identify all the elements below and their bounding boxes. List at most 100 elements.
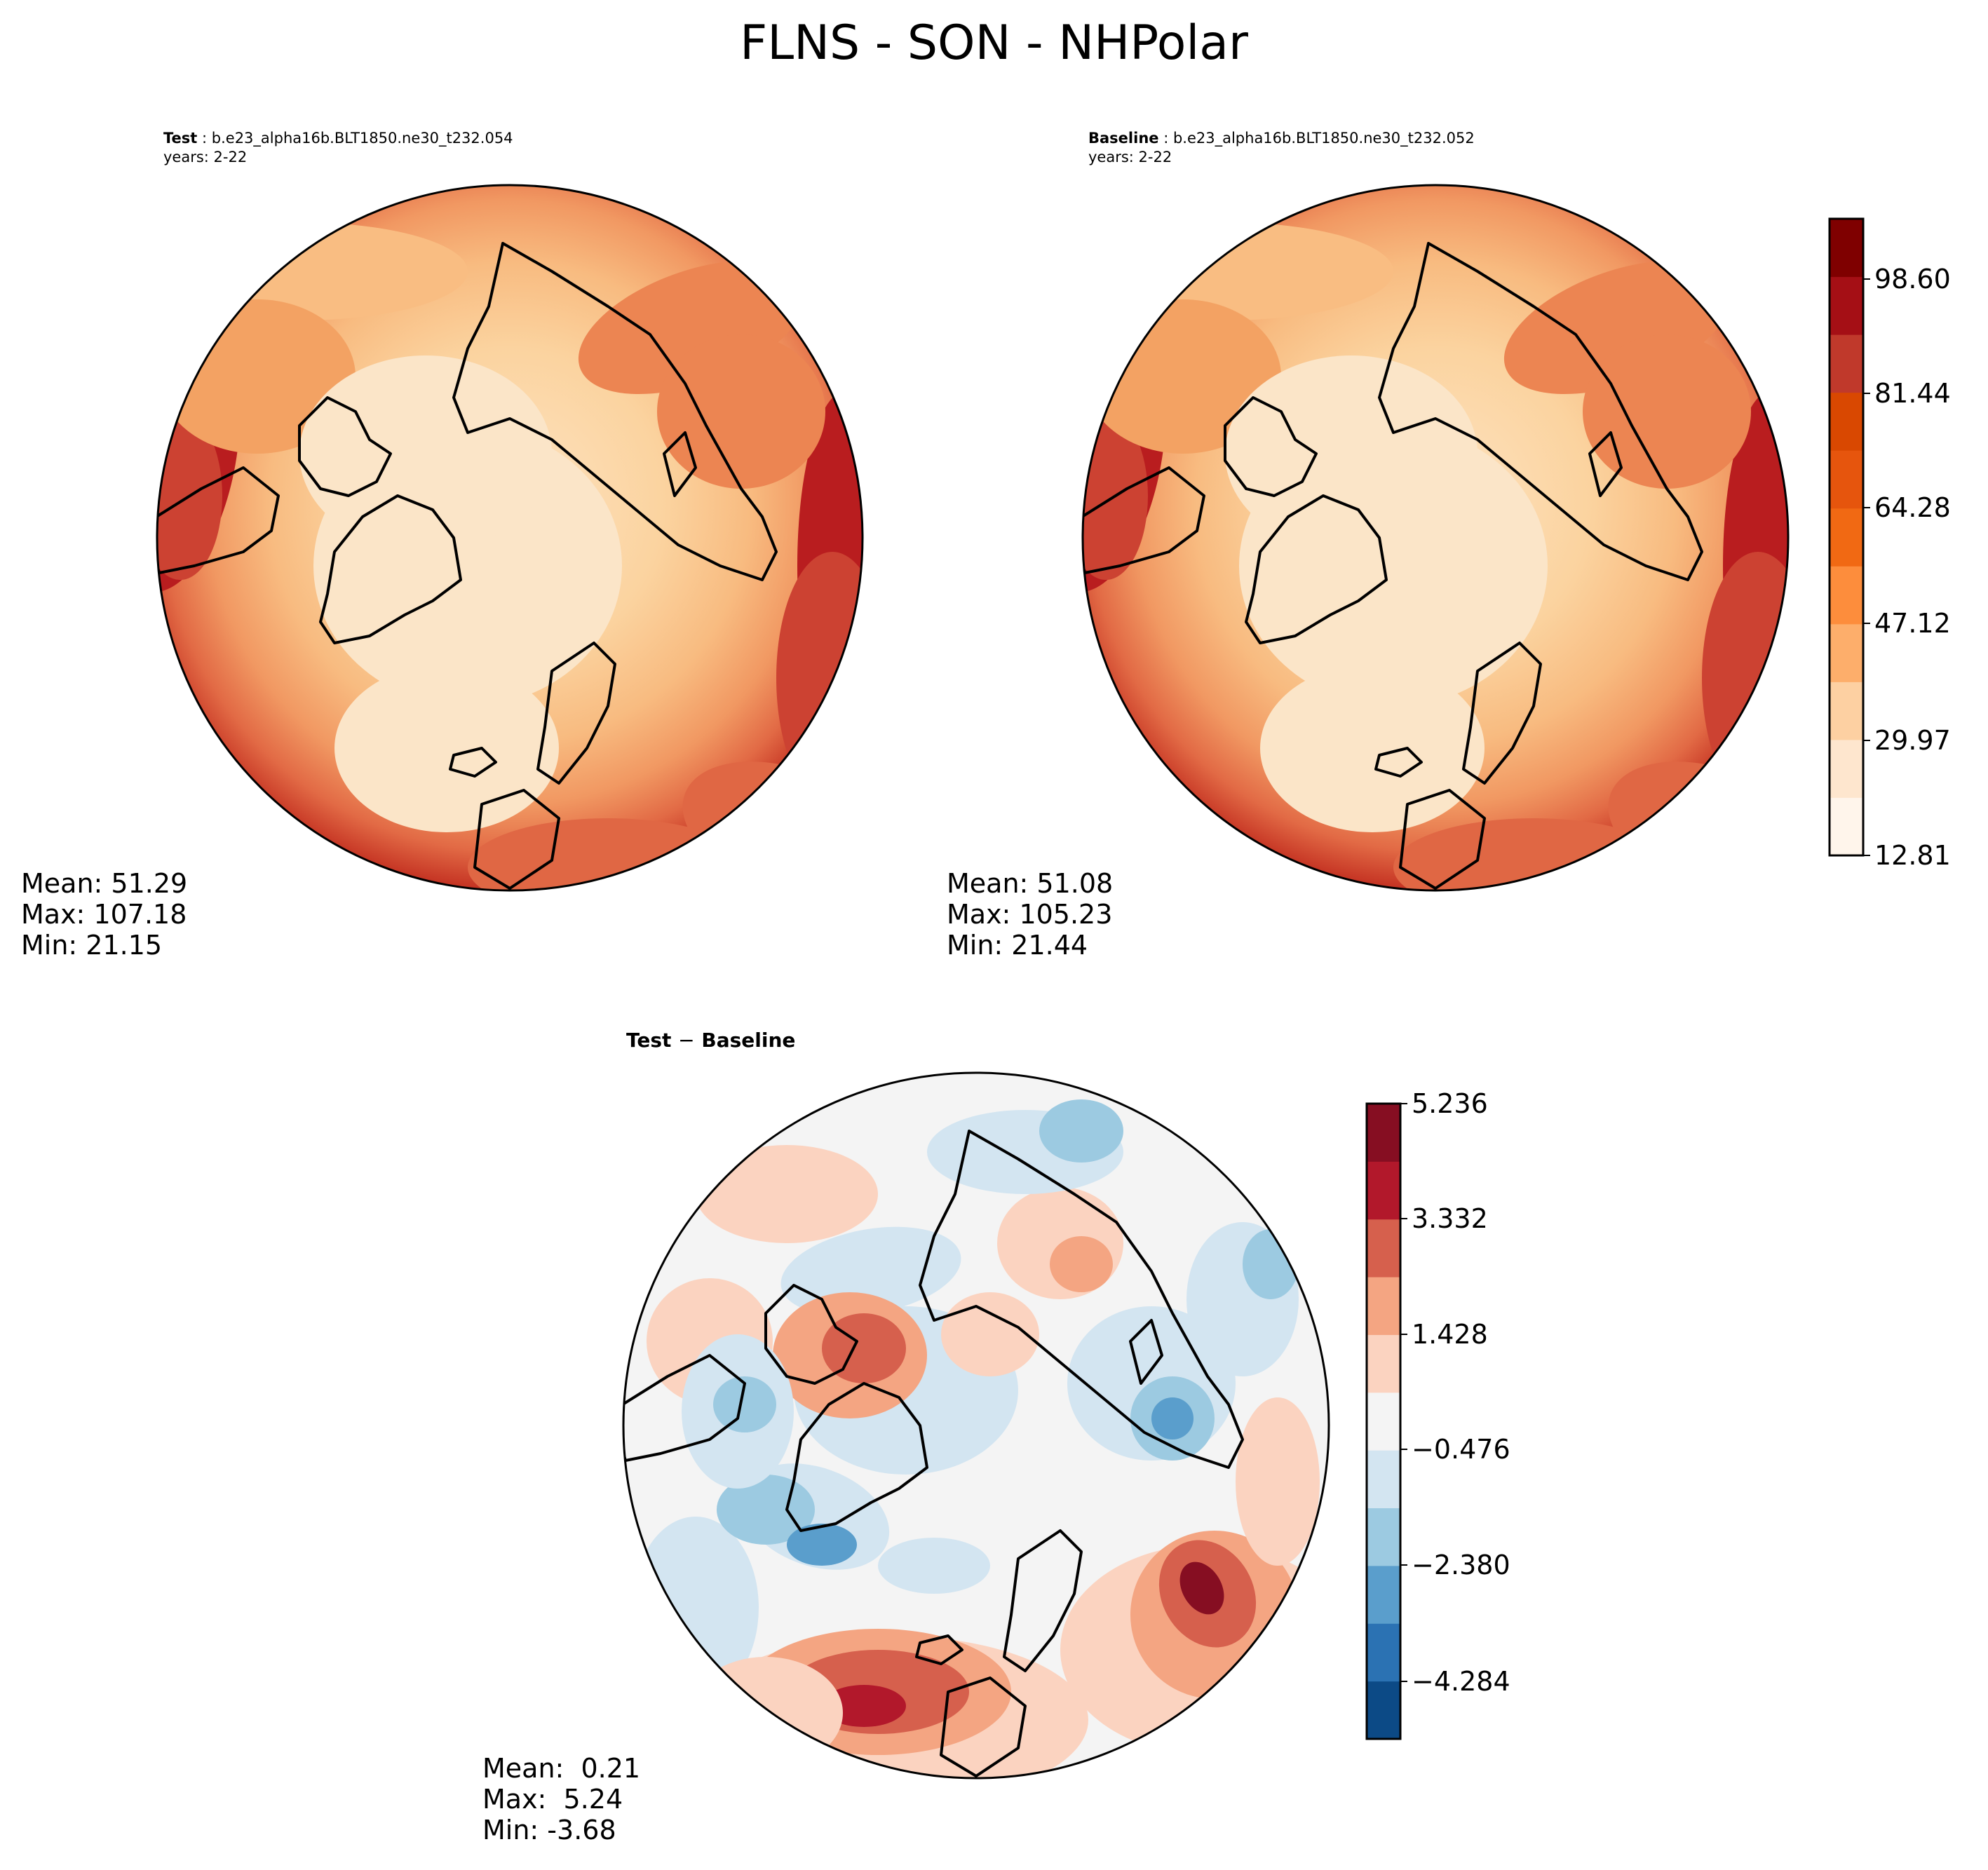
test-map-coastline (536, 642, 616, 785)
diff-colorbar: 5.236 3.332 1.428 −0.476 −2.380 −4.284 (1365, 1088, 1510, 1740)
diff-map-contour (822, 1685, 906, 1727)
main-colorbar-frame (1828, 217, 1865, 857)
baseline-case-name: b.e23_alpha16b.BLT1850.ne30_t232.052 (1172, 130, 1475, 147)
baseline-map-coastline (1378, 242, 1703, 581)
test-map-coastline (449, 747, 497, 778)
diff-colorbar-tick-label: −4.284 (1412, 1666, 1510, 1697)
test-map-coastline (298, 396, 392, 497)
main-colorbar-tick-label: 12.81 (1874, 840, 1951, 871)
diff-map-contour (1236, 1397, 1320, 1566)
test-map-coastline (157, 466, 280, 574)
diff-map-coastline (623, 1564, 648, 1637)
diff-min: Min: -3.68 (482, 1815, 616, 1845)
diff-colorbar-swatch (1367, 1277, 1400, 1335)
diff-map-contour (1179, 1561, 1224, 1615)
diff-colorbar-swatch (1367, 1334, 1400, 1393)
diff-colorbar-swatch (1367, 1681, 1400, 1740)
main-colorbar: 98.60 81.44 64.28 47.12 29.97 12.81 (1828, 217, 1951, 871)
test-years: years: 2-22 (163, 149, 248, 165)
baseline-map-coastline (1588, 431, 1623, 497)
baseline-stats: Mean: 51.08 Max: 105.23 Min: 21.44 (947, 868, 1113, 961)
diff-map-boundary (622, 1071, 1330, 1780)
diff-map-coastline (915, 1634, 963, 1665)
baseline-map-coastline (1083, 677, 1107, 750)
diff-colorbar-tick-label: −2.380 (1412, 1550, 1510, 1580)
diff-label-test: Test (626, 1029, 672, 1052)
diff-map-contour (878, 1538, 990, 1594)
diff-map-contour (1050, 1236, 1113, 1292)
diff-colorbar-swatch (1367, 1507, 1400, 1566)
diff-map-contour (713, 1376, 776, 1432)
diff-colorbar-swatch (1367, 1565, 1400, 1624)
test-map (156, 184, 864, 892)
diff-label-baseline: Baseline (701, 1029, 796, 1052)
main-colorbar-swatch (1830, 797, 1863, 856)
main-colorbar-swatch (1830, 566, 1863, 625)
main-colorbar-tick-label: 47.12 (1874, 608, 1951, 639)
test-min: Min: 21.15 (21, 930, 163, 961)
diff-map-contour (1186, 1222, 1299, 1376)
diff-max: Max: 5.24 (482, 1784, 623, 1815)
test-map-coastline (740, 185, 806, 245)
diff-map-contour (1039, 1099, 1123, 1163)
diff-colorbar-tick-label: −0.476 (1412, 1434, 1510, 1465)
test-map-coastline (663, 431, 697, 497)
test-max: Max: 107.18 (21, 899, 187, 930)
diff-map-coastline (1003, 1529, 1083, 1672)
diff-stats: Mean: 0.21 Max: 5.24 Min: -3.68 (482, 1753, 640, 1845)
diff-map-contour (780, 1226, 961, 1316)
test-map-contour (157, 222, 468, 320)
test-map-contour (657, 334, 825, 489)
test-mean: Mean: 51.29 (21, 868, 188, 899)
test-map-contour (468, 818, 748, 890)
baseline-map-coastline (1245, 494, 1388, 644)
test-map-coastline (157, 677, 182, 750)
figure-title: FLNS - SON - NHPolar (740, 15, 1248, 71)
diff-colorbar-tick-label: 1.428 (1412, 1319, 1488, 1350)
diff-map-contour (696, 1145, 878, 1243)
test-label: Test (163, 130, 198, 147)
diff-map-coastline (1129, 1319, 1163, 1385)
main-colorbar-swatch (1830, 219, 1863, 278)
baseline-mean: Mean: 51.08 (947, 868, 1114, 899)
main-colorbar-swatch (1830, 276, 1863, 335)
diff-colorbar-swatch (1367, 1219, 1400, 1278)
baseline-map-boundary (1081, 184, 1790, 892)
main-colorbar-swatch (1830, 682, 1863, 740)
main-colorbar-tick-label: 64.28 (1874, 492, 1951, 523)
test-map-boundary (156, 184, 864, 892)
baseline-map-contour (1393, 818, 1674, 890)
main-colorbar-swatch (1830, 334, 1863, 393)
diff-colorbar-tick-label: 5.236 (1412, 1088, 1488, 1119)
diff-map-coastline (1206, 1073, 1272, 1132)
diff-panel-title: Test − Baseline (626, 1031, 795, 1050)
baseline-max: Max: 105.23 (947, 899, 1113, 930)
diff-colorbar-tick-label: 3.332 (1412, 1203, 1488, 1234)
baseline-map-coastline (1462, 642, 1542, 785)
baseline-min: Min: 21.44 (947, 930, 1088, 961)
baseline-map-contour (1583, 334, 1751, 489)
main-colorbar-tick-label: 29.97 (1874, 725, 1951, 756)
main-colorbar-swatch (1830, 392, 1863, 451)
main-colorbar-swatch (1830, 623, 1863, 682)
main-colorbar-swatch (1830, 508, 1863, 567)
diff-mean: Mean: 0.21 (482, 1753, 641, 1784)
diff-map-contour (689, 1657, 843, 1769)
baseline-map-coastline (1083, 466, 1205, 574)
baseline-map-contour (1225, 355, 1478, 552)
baseline-map-coastline (1665, 185, 1731, 245)
main-colorbar-swatch (1830, 450, 1863, 509)
baseline-panel-title: Baseline : b.e23_alpha16b.BLT1850.ne30_t… (1088, 130, 1475, 165)
baseline-map (1081, 184, 1790, 892)
main-colorbar-tick-label: 98.60 (1874, 264, 1951, 294)
test-map-coastline (473, 789, 560, 890)
baseline-label: Baseline (1088, 130, 1159, 147)
test-stats: Mean: 51.29 Max: 107.18 Min: 21.15 (21, 868, 187, 961)
diff-colorbar-swatch (1367, 1450, 1400, 1509)
diff-colorbar-swatch (1367, 1392, 1400, 1451)
diff-colorbar-swatch (1367, 1623, 1400, 1682)
test-map-coastline (452, 242, 778, 581)
diff-colorbar-frame (1365, 1102, 1402, 1740)
